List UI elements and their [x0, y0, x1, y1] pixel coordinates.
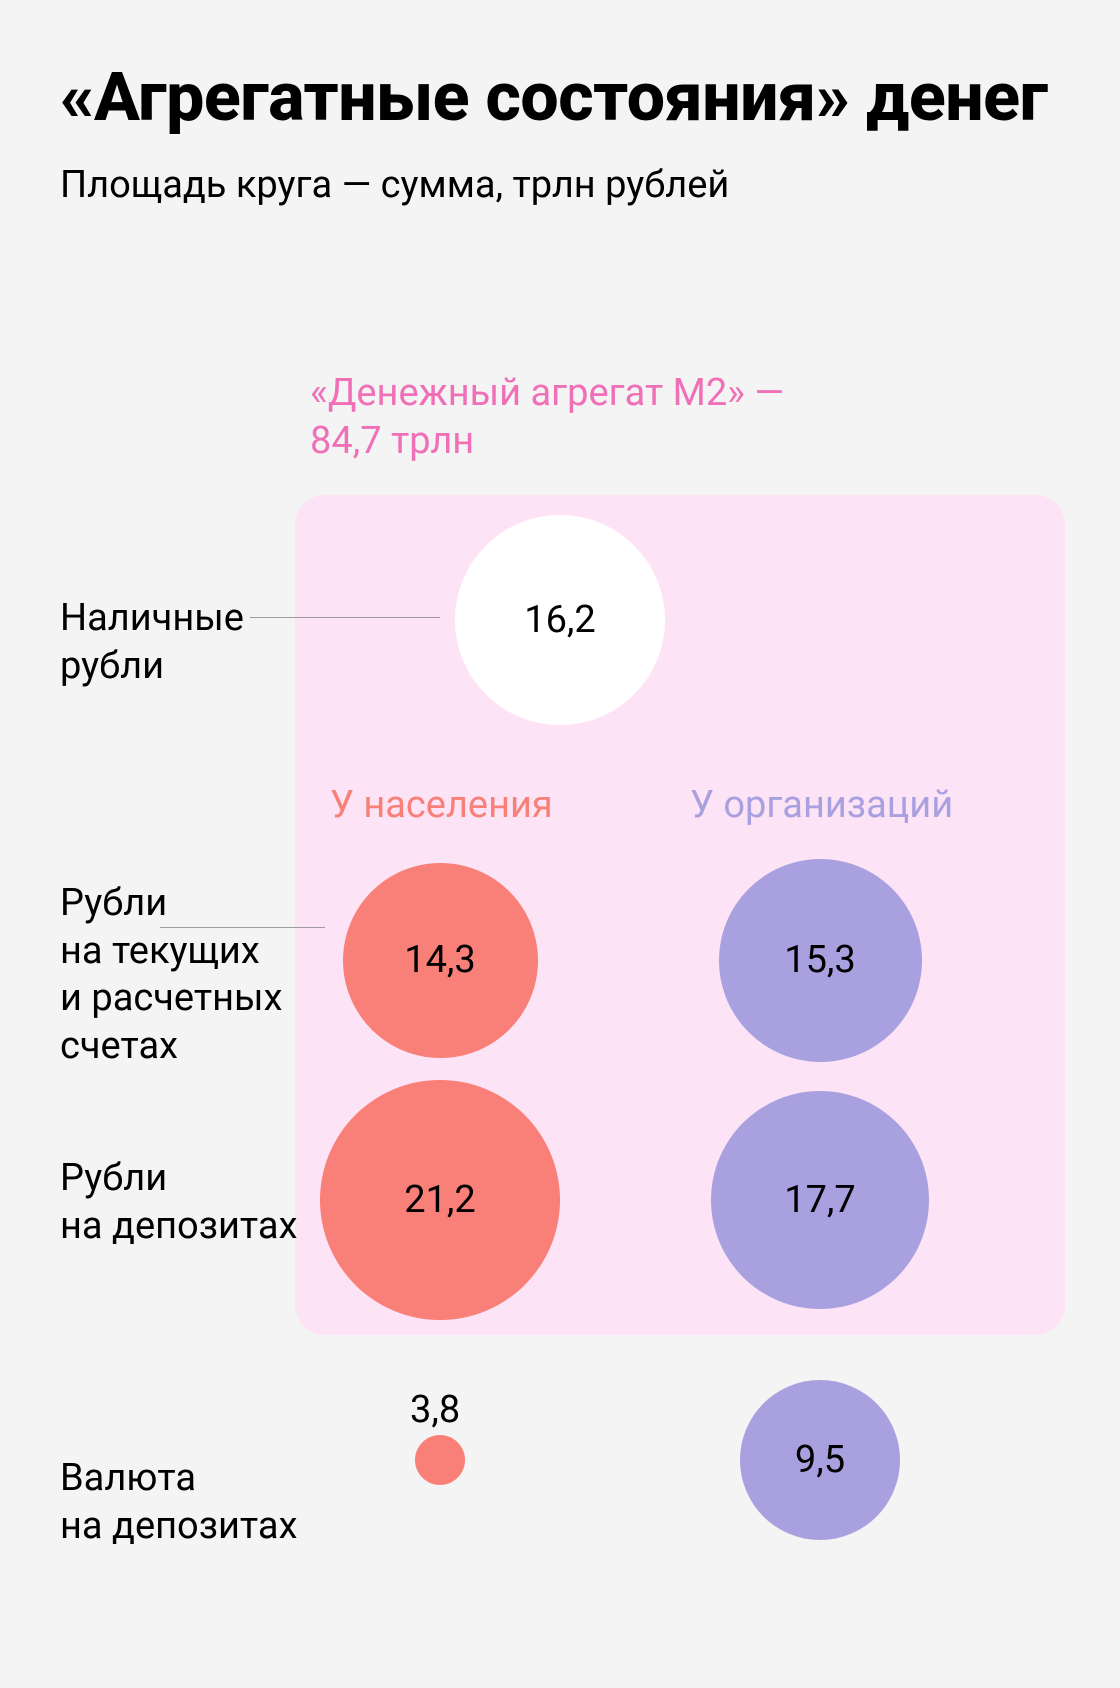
bubble-value-cash: 16,2 — [524, 598, 596, 642]
leader-line-1 — [160, 927, 325, 928]
column-header-population: У населения — [330, 783, 553, 827]
m2-label-line1: «Денежный агрегат M2» — — [310, 371, 784, 415]
bubble-fx-pop — [415, 1435, 465, 1485]
row-label-fx: Валютана депозитах — [60, 1455, 297, 1550]
row-label-current: Рублина текущихи расчетныхсчетах — [60, 880, 282, 1070]
bubble-dep-org: 17,7 — [711, 1091, 929, 1309]
bubble-value-fx-org: 9,5 — [795, 1438, 845, 1482]
m2-aggregate-label: «Денежный агрегат M2» — 84,7 трлн — [310, 370, 784, 465]
bubble-value-fx-pop: 3,8 — [410, 1388, 460, 1432]
bubble-value-dep-pop: 21,2 — [404, 1178, 476, 1222]
bubble-cur-pop: 14,3 — [343, 863, 538, 1058]
bubble-value-cur-pop: 14,3 — [404, 938, 476, 982]
m2-label-line2: 84,7 трлн — [310, 419, 474, 463]
bubble-cur-org: 15,3 — [719, 859, 922, 1062]
bubble-cash: 16,2 — [455, 515, 665, 725]
bubble-fx-org: 9,5 — [740, 1380, 900, 1540]
infographic-card: «Агрегатные состояния» денег Площадь кру… — [0, 0, 1120, 1688]
bubble-value-dep-org: 17,7 — [784, 1178, 856, 1222]
row-label-deposits: Рублина депозитах — [60, 1155, 297, 1250]
bubble-dep-pop: 21,2 — [320, 1080, 560, 1320]
leader-line-0 — [250, 617, 440, 618]
chart-title: «Агрегатные состояния» денег — [60, 60, 1060, 135]
bubble-value-cur-org: 15,3 — [784, 938, 856, 982]
chart-subtitle: Площадь круга — сумма, трлн рублей — [60, 163, 1060, 207]
column-header-organizations: У организаций — [690, 783, 953, 827]
row-label-cash: Наличныерубли — [60, 595, 244, 690]
